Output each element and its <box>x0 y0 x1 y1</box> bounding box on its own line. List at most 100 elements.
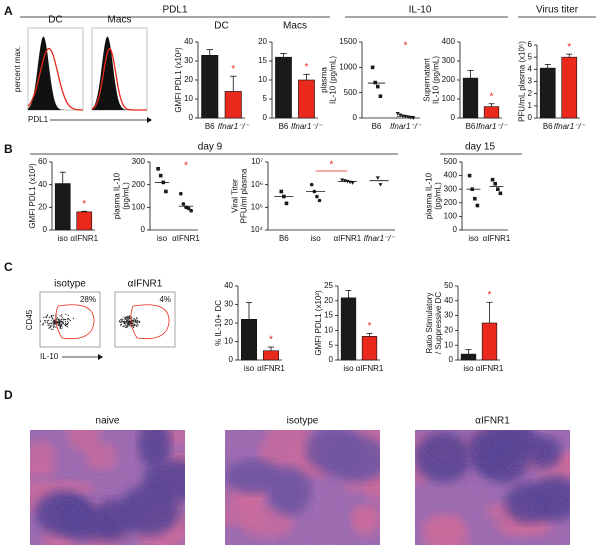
y-tick-label: 0 <box>263 113 268 122</box>
data-point <box>284 201 289 206</box>
histogram-xlabel: PDL1 <box>28 115 49 124</box>
flow-event <box>125 324 127 326</box>
data-point <box>493 181 497 186</box>
flow-event <box>69 320 71 322</box>
y-tick-label: 300 <box>442 56 456 65</box>
x-tick-label: αIFNR1 <box>334 234 362 243</box>
flow-event <box>122 321 124 323</box>
flow-event <box>56 321 59 323</box>
histology-content <box>30 430 185 545</box>
y-tick-label: 25 <box>324 281 333 290</box>
tissue-texture <box>415 430 570 545</box>
x-tick-label: iso <box>343 364 354 373</box>
x-tick-label: B6 <box>205 122 215 131</box>
flow-event <box>129 316 131 318</box>
flow-event <box>57 318 59 320</box>
flow-event <box>51 322 53 325</box>
flow-event <box>54 321 56 323</box>
y-tick-label: 50 <box>444 281 453 290</box>
flow-xlabel: IL-10 <box>40 352 59 361</box>
x-tick-label: Ifnar1⁻/⁻ <box>476 122 508 131</box>
flow-event <box>65 322 67 325</box>
y-tick-label: 5 <box>329 340 334 349</box>
histogram-title: DC <box>48 15 62 26</box>
flow-event <box>128 315 130 317</box>
y-tick-label: 20 <box>444 326 453 335</box>
section-header: PDL1 <box>162 5 187 16</box>
data-point <box>373 80 377 85</box>
chart-title: Macs <box>283 21 307 32</box>
histogram-ylabel: percent max. <box>13 46 22 92</box>
y-tick-label: 10 <box>324 326 333 335</box>
flow-event <box>64 319 66 321</box>
bar <box>76 211 93 231</box>
x-tick-label: αIFNR1 <box>476 364 504 373</box>
flow-event <box>56 318 58 320</box>
flow-event <box>59 325 61 327</box>
flow-event <box>123 316 125 318</box>
y-tick-label: 400 <box>442 37 456 46</box>
y-tick-label: 3 <box>528 77 533 86</box>
y-tick-label: 100 <box>444 212 458 221</box>
y-tick-label: 20 <box>258 37 267 46</box>
data-point <box>156 167 160 171</box>
flow-event <box>133 326 135 329</box>
flow-event <box>52 321 54 323</box>
y-axis-label: Supernatant <box>422 57 431 101</box>
y-axis-label: PFU/mL plasma (x10⁵) <box>518 41 527 122</box>
x-tick-label: B6 <box>543 122 553 131</box>
flow-event <box>43 320 46 322</box>
chart-title: DC <box>214 21 228 32</box>
flow-event <box>138 320 141 322</box>
flow-event <box>135 321 137 323</box>
flow-event <box>66 323 68 326</box>
flow-event <box>120 323 122 326</box>
data-point <box>376 84 380 89</box>
flow-event <box>58 321 60 323</box>
flow-event <box>62 323 64 325</box>
x-tick-label: Ifnar1⁻/⁻ <box>218 122 250 131</box>
flow-title: αIFNR1 <box>128 279 163 290</box>
y-axis-label: GMFI PDL1 (x10²) <box>174 47 183 113</box>
flow-event <box>67 322 70 324</box>
x-tick-label: Ifnar1⁻/⁻ <box>390 122 422 131</box>
flow-event <box>52 328 54 331</box>
y-tick-label: 0 <box>453 225 458 234</box>
y-tick-label: 300 <box>444 184 458 193</box>
histology-title: naive <box>96 416 120 427</box>
data-point <box>164 189 168 194</box>
y-axis-label: Viral Titer <box>230 179 239 213</box>
y-axis-label: (pg/mL) <box>121 182 130 210</box>
flow-event <box>53 325 55 327</box>
y-tick-label: 5 <box>528 52 533 61</box>
data-point <box>186 206 191 211</box>
flow-event <box>54 319 56 322</box>
flow-event <box>67 314 69 316</box>
y-tick-label: 0 <box>329 355 334 364</box>
y-tick-label: 4 <box>528 64 533 73</box>
flow-event <box>122 318 124 321</box>
significance-marker: * <box>231 64 235 75</box>
flow-event <box>49 325 51 327</box>
flow-event <box>128 321 130 323</box>
y-tick-label: 300 <box>132 157 146 166</box>
flow-event <box>46 314 49 316</box>
significance-marker: * <box>490 91 494 102</box>
y-tick-label: 100 <box>132 202 146 211</box>
x-tick-label: αIFNR1 <box>356 364 384 373</box>
flow-event <box>43 316 45 319</box>
y-tick-label: 20 <box>224 318 233 327</box>
flow-event <box>125 320 128 323</box>
panel-label: D <box>4 388 13 402</box>
flow-event <box>50 328 52 330</box>
panel-label: A <box>4 4 13 18</box>
y-tick-label: 10 <box>444 340 453 349</box>
data-point <box>395 111 400 116</box>
flow-event <box>60 324 63 326</box>
y-axis-label: plasma IL-10 <box>112 172 121 219</box>
flow-event <box>125 322 127 324</box>
y-tick-label: 0 <box>43 225 48 234</box>
data-point <box>490 177 495 182</box>
flow-event <box>60 318 62 321</box>
flow-event <box>61 325 63 327</box>
